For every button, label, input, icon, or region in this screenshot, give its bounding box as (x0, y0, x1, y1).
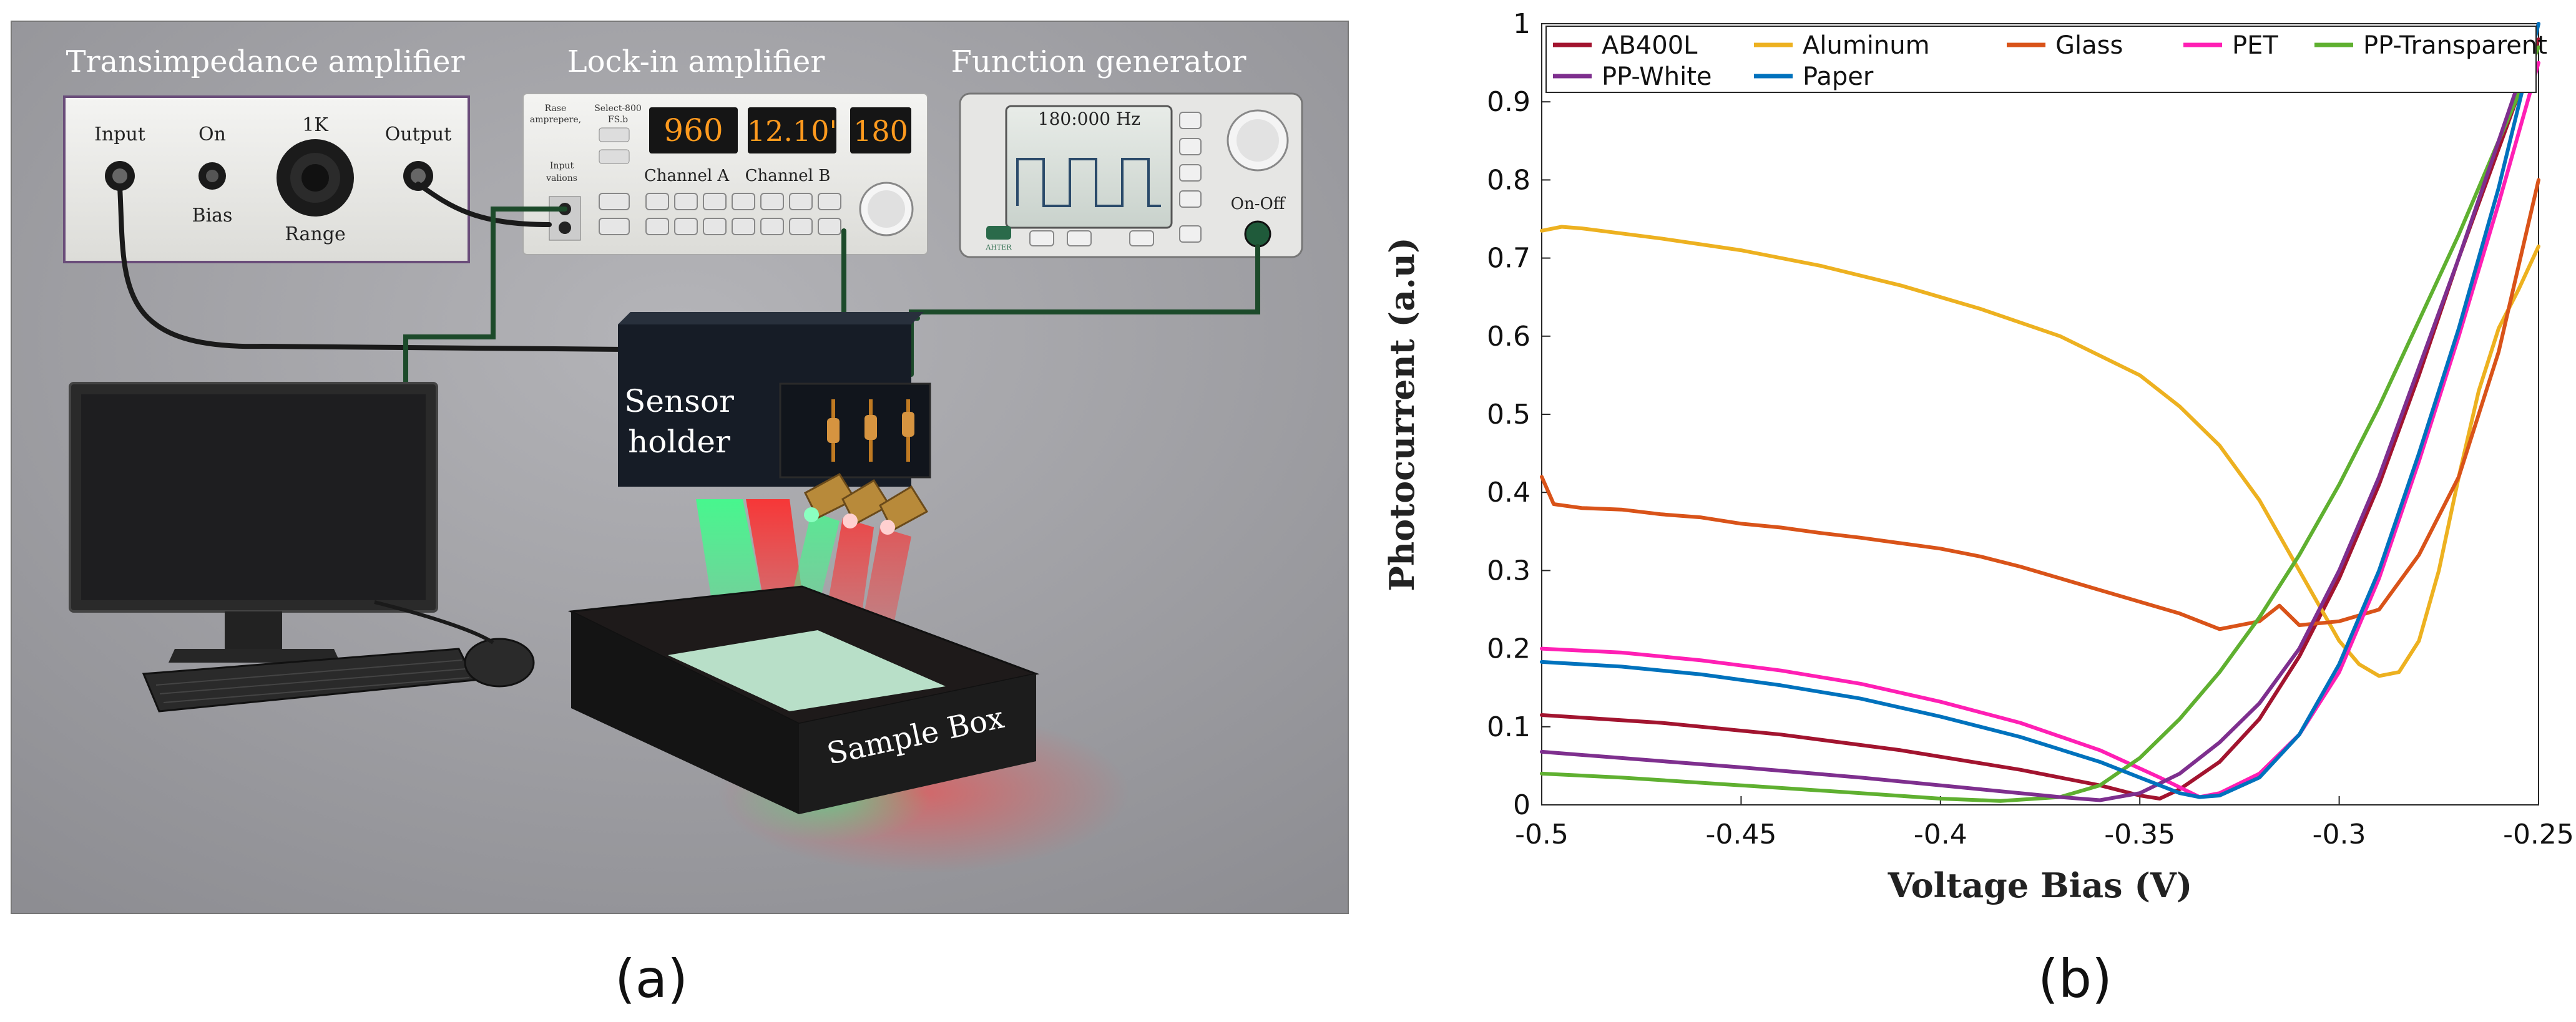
lockin-display-2: 12.10' (747, 114, 837, 148)
tia-bias-label: Bias (192, 205, 233, 226)
sensor-holder: Sensor holder (618, 312, 931, 535)
x-tick-label: -0.45 (1705, 819, 1776, 850)
fg-frequency-readout: 180:000 Hz (1038, 109, 1140, 129)
sensor-holder-label-1: Sensor (624, 383, 734, 419)
lockin-small-label-3: Select-800 (594, 104, 642, 114)
y-tick-label: 0.5 (1487, 399, 1530, 431)
fg-small-label: AHTER (985, 243, 1012, 251)
series-line-ab400l (1540, 37, 2540, 801)
legend: AB400L Aluminum Glass PET PP-Transparent PP-W… (1545, 26, 2547, 93)
plot-frame (1541, 23, 2539, 805)
setup-illustration: Transimpedance amplifier Lock-in amplifi… (11, 21, 1349, 914)
y-tick-label: 1 (1513, 8, 1530, 40)
y-tick-label: 0.9 (1487, 86, 1530, 118)
lockin-display-3: 180 (853, 114, 908, 148)
panel-a-label: (a) (615, 948, 688, 1010)
panel-b-label: (b) (2038, 948, 2112, 1010)
function-generator: 180:000 Hz AHTER On-Off (959, 92, 1303, 258)
setup-scene: Transimpedance amplifier Lock-in amplifi… (11, 21, 1349, 914)
legend-entry: Glass (2055, 31, 2123, 60)
chart-svg: -0.5 -0.45 -0.4 -0.35 -0.3 -0.25 0 0.1 0.2 0.3 0.4… (1382, 8, 2574, 905)
y-tick-label: 0.4 (1487, 477, 1530, 509)
transimpedance-amplifier: Input On 1K Output Bias Range (63, 95, 470, 263)
y-tick-label: 0 (1513, 789, 1530, 821)
series-line-pp-white (1540, 22, 2540, 802)
lockin-title: Lock-in amplifier (567, 44, 825, 79)
series-line-pp-transparent (1540, 45, 2540, 803)
series-line-paper (1540, 22, 2540, 799)
tia-output-label: Output (385, 124, 452, 145)
legend-entry: AB400L (1602, 31, 1698, 60)
fg-green-button[interactable] (986, 226, 1011, 240)
tia-range-label: Range (285, 223, 345, 245)
x-tick-label: -0.4 (1914, 819, 1967, 850)
tia-title: Transimpedance amplifier (66, 44, 465, 79)
fg-onoff-button[interactable] (1244, 220, 1271, 248)
legend-box (1545, 26, 2537, 93)
lockin-small-label-4: FS.b (608, 115, 628, 125)
legend-entry: PP-Transparent (2363, 31, 2547, 60)
keyboard (142, 648, 476, 713)
fg-onoff-label: On-Off (1231, 195, 1286, 213)
y-tick-label: 0.3 (1487, 555, 1530, 586)
tia-input-label: Input (94, 124, 145, 145)
x-tick-label: -0.25 (2503, 819, 2574, 850)
y-tick-label: 0.2 (1487, 633, 1530, 665)
series-line-glass (1540, 178, 2540, 631)
legend-entry: PP-White (1602, 62, 1712, 91)
computer-monitor (69, 382, 438, 663)
function-generator-title: Function generator (951, 44, 1246, 79)
sensor-holder-label-2: holder (628, 424, 730, 460)
legend-entry: Aluminum (1803, 31, 1930, 60)
legend-entry: PET (2232, 31, 2278, 60)
lockin-small-label-6: valions (546, 173, 577, 183)
x-tick-label: -0.3 (2313, 819, 2366, 850)
mouse (464, 638, 535, 688)
tia-on-label: On (198, 124, 226, 145)
x-tick-label: -0.35 (2104, 819, 2175, 850)
x-axis-label: Voltage Bias (V) (1888, 865, 2193, 905)
lockin-channel-b-label: Channel B (745, 167, 831, 185)
y-tick-label: 0.8 (1487, 164, 1530, 196)
sample-box: Sample Box (567, 585, 1040, 814)
photocurrent-chart: -0.5 -0.45 -0.4 -0.35 -0.3 -0.25 0 0.1 0.2 0.3 0.4… (1361, 0, 2576, 1020)
lockin-channel-a-label: Channel A (644, 167, 730, 185)
lockin-small-label-2: amprepere, (530, 115, 581, 125)
lockin-small-label-5: Input (550, 161, 574, 171)
fg-square-wave (1016, 158, 1161, 207)
y-tick-label: 0.6 (1487, 321, 1530, 353)
series-line-pet (1540, 61, 2540, 799)
lockin-small-label-1: Rase (545, 104, 567, 114)
y-tick-label: 0.1 (1487, 711, 1530, 743)
y-axis-label: Photocurrent (a.u) (1382, 237, 1422, 591)
x-tick-label: -0.5 (1515, 819, 1569, 850)
tia-range-value: 1K (302, 114, 328, 136)
legend-entry: Paper (1803, 62, 1874, 91)
lockin-display-1: 960 (664, 112, 723, 148)
y-tick-label: 0.7 (1487, 243, 1530, 275)
lockin-amplifier: Rase amprepere, Select-800 FS.b Input va… (522, 93, 928, 255)
